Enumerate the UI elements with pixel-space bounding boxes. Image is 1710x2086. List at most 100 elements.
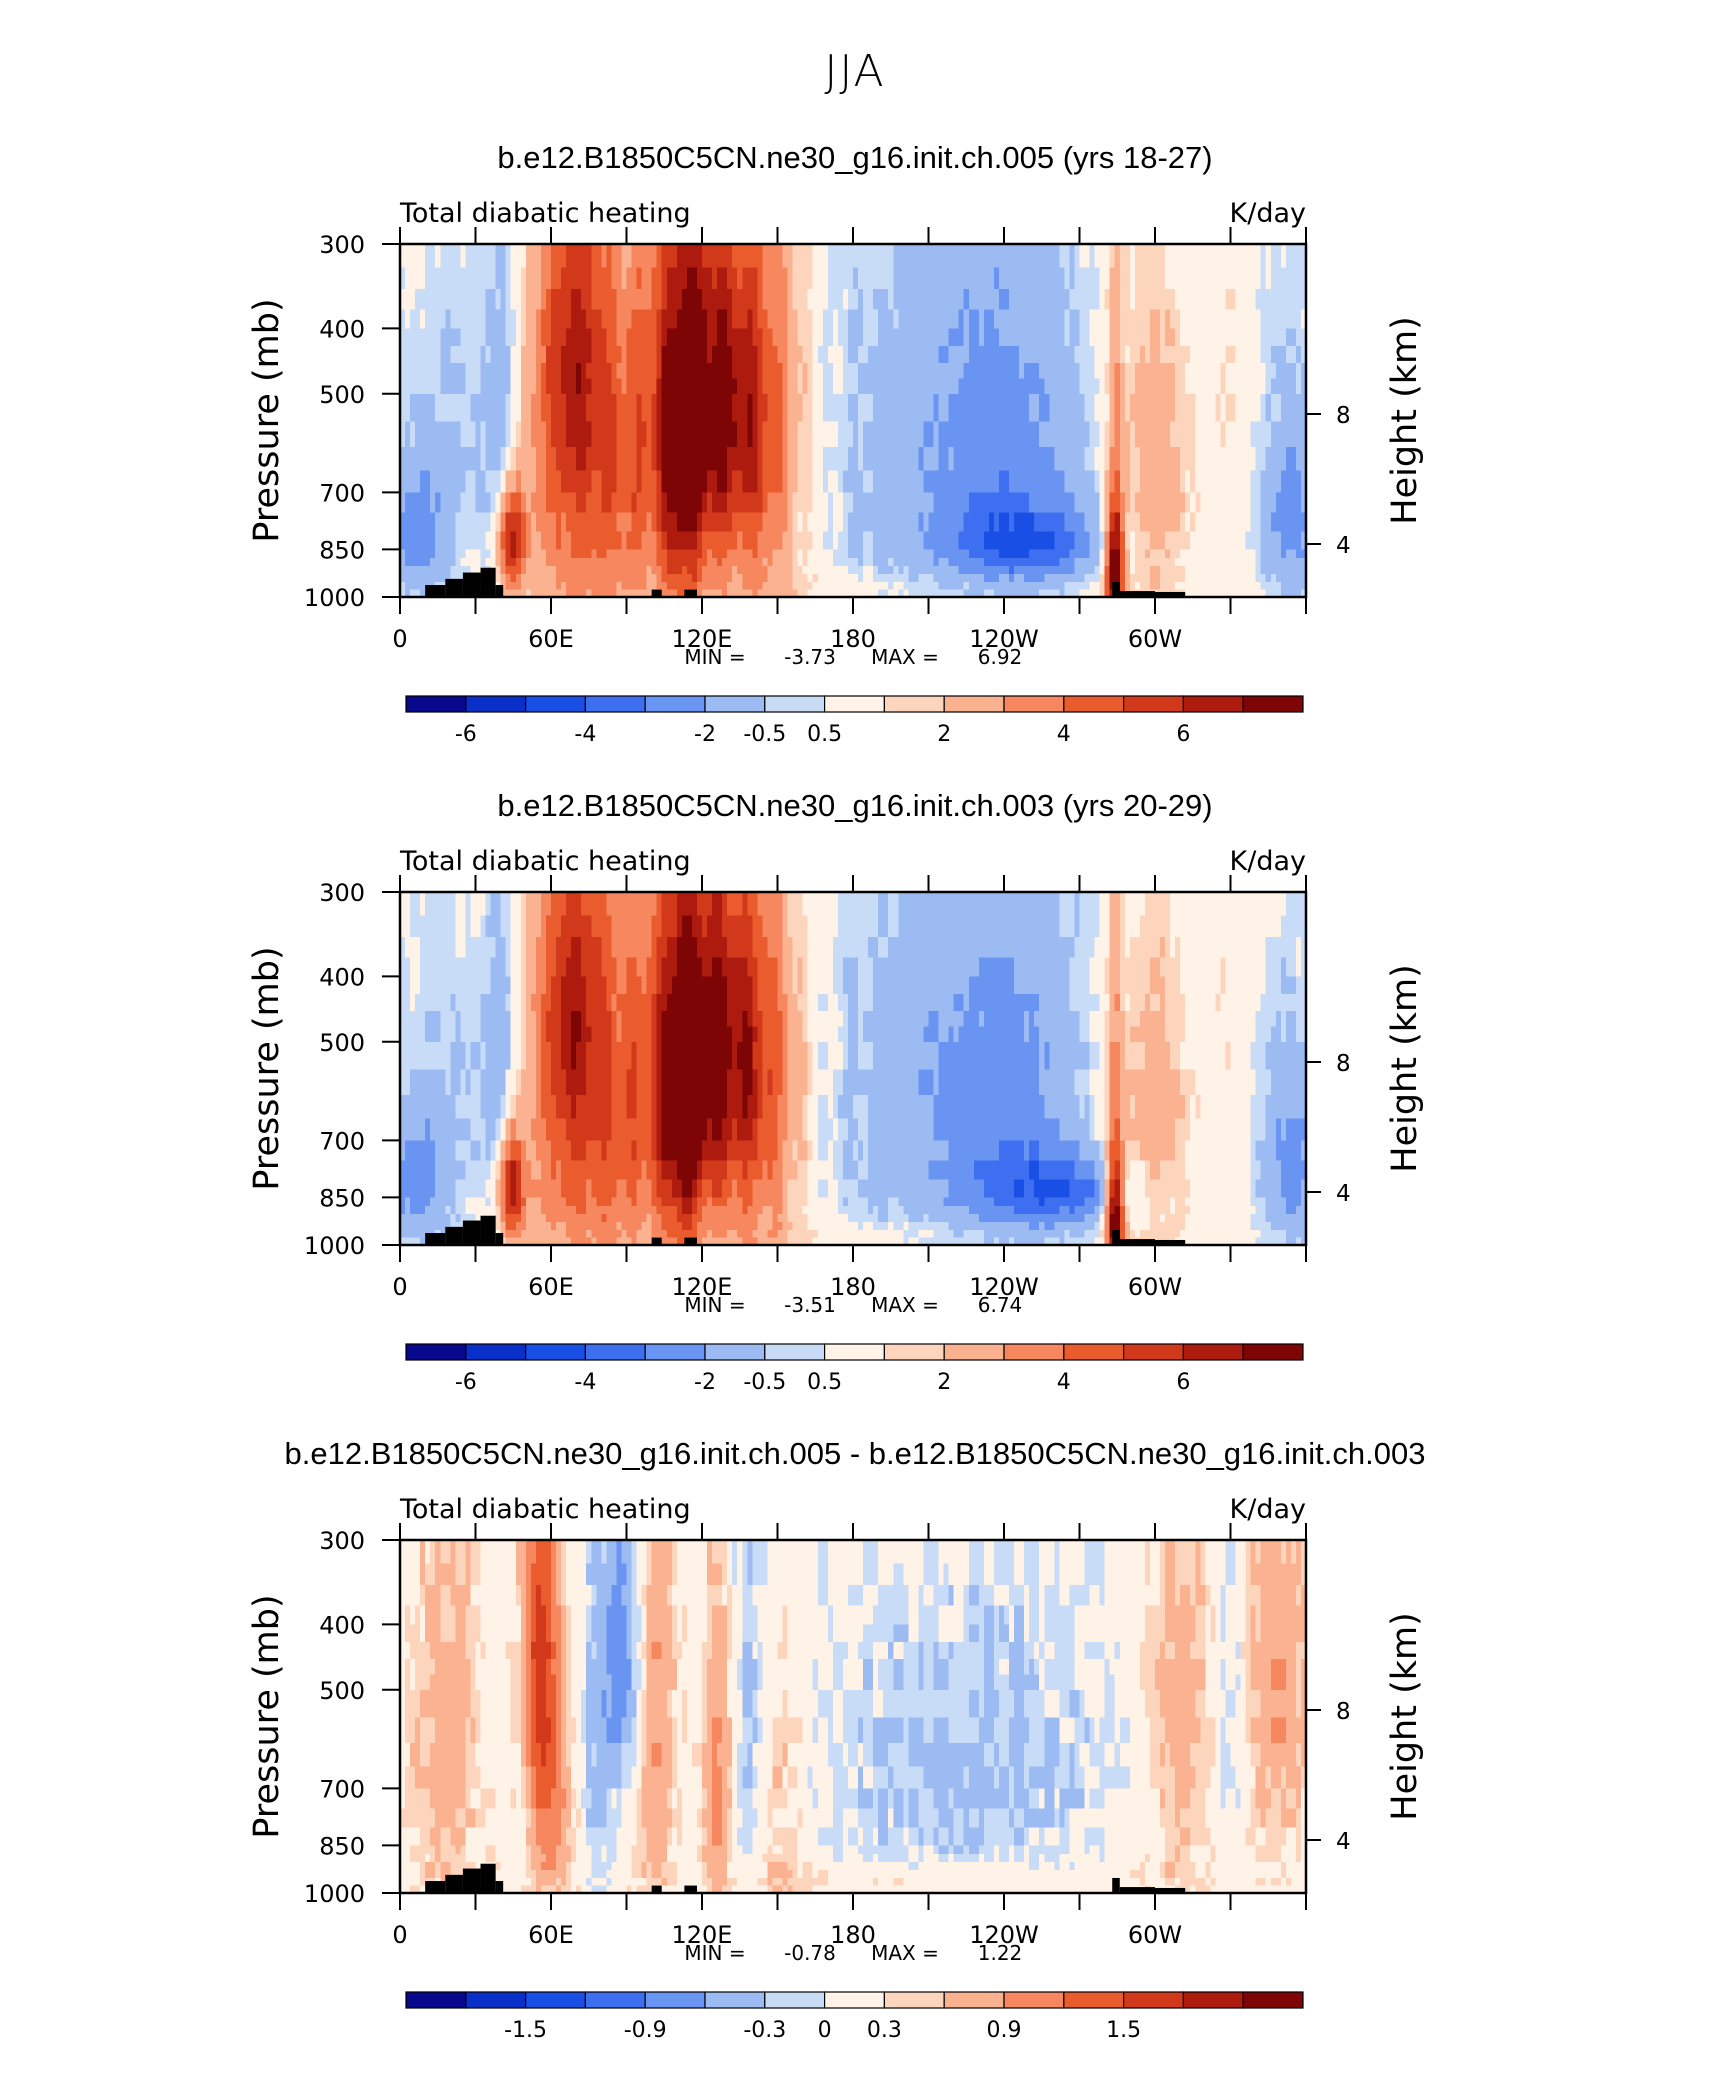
colorbar-label: 2 (937, 722, 951, 747)
heatmap-cell (934, 916, 940, 938)
heatmap-cell (969, 937, 975, 958)
heatmap-cell (1044, 976, 1050, 994)
heatmap-cell (1190, 289, 1196, 310)
heatmap-cell (450, 379, 456, 395)
heatmap-cell (1105, 346, 1111, 363)
heatmap-cell (798, 422, 804, 448)
heatmap-cell (1215, 566, 1221, 575)
heatmap-cell (682, 471, 688, 493)
heatmap-cell (757, 976, 763, 994)
heatmap-cell (913, 994, 919, 1011)
heatmap-cell (737, 532, 743, 550)
heatmap-cell (450, 566, 456, 575)
heatmap-cell (888, 268, 894, 290)
heatmap-cell (984, 328, 990, 346)
heatmap-cell (622, 532, 628, 550)
heatmap-cell (481, 937, 487, 958)
heatmap-cell (1009, 244, 1015, 268)
heatmap-cell (476, 976, 482, 994)
heatmap-cell (903, 492, 909, 513)
heatmap-cell (803, 328, 809, 346)
heatmap-cell (1286, 471, 1292, 493)
heatmap-cell (954, 471, 960, 493)
heatmap-cell (752, 268, 758, 290)
heatmap-cell (526, 447, 532, 471)
heatmap-cell (460, 532, 466, 550)
heatmap-cell (762, 532, 768, 550)
heatmap-cell (616, 346, 622, 363)
heatmap-cell (808, 492, 814, 513)
heatmap-cell (1075, 471, 1081, 493)
heatmap-cell (1105, 937, 1111, 958)
heatmap-cell (1180, 558, 1186, 567)
heatmap-cell (969, 289, 975, 310)
heatmap-cell (536, 394, 542, 423)
heatmap-cell (1115, 447, 1121, 471)
heatmap-cell (1080, 492, 1086, 513)
heatmap-cell (586, 492, 592, 513)
heatmap-cell (1105, 289, 1111, 310)
heatmap-cell (959, 916, 965, 938)
heatmap-cell (1155, 394, 1161, 423)
y-right-tick-label: 8 (1336, 403, 1351, 429)
heatmap-cell (1256, 574, 1262, 582)
heatmap-cell (566, 574, 572, 582)
heatmap-cell (838, 244, 844, 268)
heatmap-cell (727, 492, 733, 513)
heatmap-cell (722, 574, 728, 582)
heatmap-cell (848, 447, 854, 471)
heatmap-cell (878, 976, 884, 994)
heatmap-cell (672, 916, 678, 938)
heatmap-cell (642, 976, 648, 994)
heatmap-cell (521, 244, 527, 268)
heatmap-cell (813, 447, 819, 471)
heatmap-cell (1064, 976, 1070, 994)
heatmap-cell (778, 937, 784, 958)
heatmap-cell (576, 328, 582, 346)
heatmap-cell (1120, 574, 1126, 582)
heatmap-cell (491, 492, 497, 513)
heatmap-cell (702, 422, 708, 448)
heatmap-cell (591, 513, 597, 533)
heatmap-cell (762, 422, 768, 448)
heatmap-cell (1155, 447, 1161, 471)
heatmap-cell (954, 244, 960, 268)
heatmap-cell (405, 957, 411, 977)
heatmap-cell (833, 447, 839, 471)
heatmap-cell (1165, 558, 1171, 567)
heatmap-cell (778, 994, 784, 1011)
heatmap-cell (521, 916, 527, 938)
heatmap-cell (627, 574, 633, 582)
heatmap-cell (496, 513, 502, 533)
heatmap-cell (1236, 492, 1242, 513)
heatmap-cell (667, 957, 673, 977)
heatmap-cell (752, 916, 758, 938)
heatmap-cell (1256, 379, 1262, 395)
heatmap-cell (1205, 937, 1211, 958)
heatmap-cell (778, 346, 784, 363)
heatmap-cell (747, 957, 753, 977)
heatmap-cell (667, 916, 673, 938)
heatmap-cell (908, 937, 914, 958)
heatmap-cell (918, 244, 924, 268)
heatmap-cell (893, 549, 899, 558)
heatmap-cell (1085, 363, 1091, 380)
heatmap-cell (788, 379, 794, 395)
heatmap-cell (757, 566, 763, 575)
heatmap-cell (571, 394, 577, 423)
heatmap-cell (843, 244, 849, 268)
heatmap-cell (1281, 289, 1287, 310)
heatmap-cell (1231, 492, 1237, 513)
heatmap-cell (647, 346, 653, 363)
heatmap-cell (1059, 916, 1065, 938)
heatmap-cell (702, 268, 708, 290)
heatmap-cell (410, 492, 416, 513)
heatmap-cell (918, 447, 924, 471)
heatmap-cell (702, 309, 708, 329)
heatmap-cell (702, 574, 708, 582)
heatmap-cell (939, 558, 945, 567)
heatmap-cell (828, 394, 834, 423)
heatmap-cell (1246, 492, 1252, 513)
heatmap-cell (425, 574, 431, 582)
heatmap-cell (481, 492, 487, 513)
